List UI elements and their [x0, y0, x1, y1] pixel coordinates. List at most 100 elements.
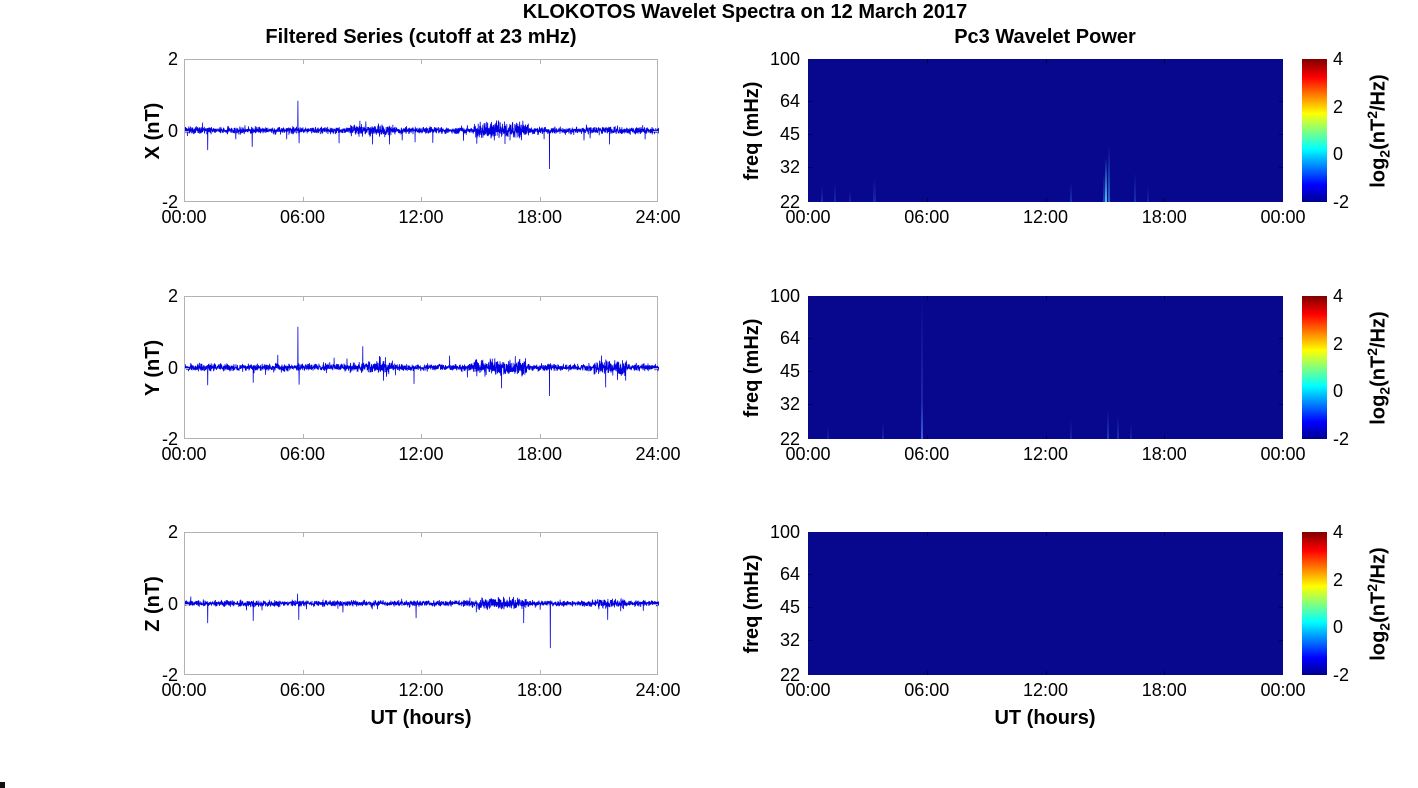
colorbar-tick-label: 2: [1333, 96, 1344, 117]
timeseries-panel-x: [184, 59, 659, 202]
y-tick-label: 2: [167, 522, 178, 542]
x-tick-label: 24:00: [635, 444, 681, 464]
x-tick-mark: [539, 296, 541, 301]
freq-ylabel: freq (mHz): [741, 318, 763, 417]
screen-corner-artifact: [0, 782, 5, 788]
x-tick-mark: [421, 532, 422, 537]
signal-trace-y: [185, 326, 659, 397]
x-tick-mark: [926, 532, 928, 536]
x-tick-label: 12:00: [398, 444, 444, 464]
x-tick-label: 18:00: [1141, 207, 1187, 227]
x-tick-mark: [302, 434, 304, 439]
ylabel-x: X (nT): [142, 102, 164, 159]
y-tick-label: 2: [167, 49, 178, 69]
power-streak: [1104, 158, 1107, 202]
x-tick-mark: [1164, 532, 1166, 536]
power-streak: [1070, 419, 1073, 439]
y-tick-label: -2: [161, 192, 178, 212]
colorbar-tick-label: 0: [1333, 381, 1344, 402]
x-tick-label: 12:00: [398, 680, 444, 700]
x-tick-mark: [1045, 671, 1047, 675]
x-tick-mark: [1045, 532, 1047, 536]
x-tick-mark: [1045, 296, 1047, 300]
x-tick-label: 06:00: [279, 680, 326, 700]
timeseries-panel-y: [184, 296, 659, 439]
x-tick-mark: [421, 434, 422, 439]
x-tick-mark: [539, 532, 541, 537]
freq-tick-label: 32: [779, 629, 800, 650]
y-tick-mark: [808, 607, 812, 609]
colorbar-unit-label: log2(nT2/Hz): [1364, 310, 1393, 425]
freq-tick-label: 45: [779, 597, 800, 618]
x-tick-label: 18:00: [1141, 444, 1187, 464]
freq-tick-label: 100: [769, 522, 800, 542]
colorbar-tick-label: 4: [1333, 49, 1344, 69]
power-streak: [1106, 409, 1109, 439]
freq-ylabel: freq (mHz): [741, 554, 763, 653]
pc3-wavelet-power-title: Pc3 Wavelet Power: [954, 26, 1136, 48]
x-tick-label: 18:00: [516, 680, 563, 700]
x-tick-label: 00:00: [1260, 207, 1306, 227]
y-tick-mark: [184, 130, 189, 132]
x-tick-mark: [539, 434, 541, 439]
y-tick-mark: [808, 403, 812, 405]
signal-trace-x: [185, 100, 659, 170]
figure-title: KLOKOTOS Wavelet Spectra on 12 March 201…: [522, 1, 968, 23]
x-tick-label: 00:00: [1260, 680, 1306, 700]
x-tick-label: 00:00: [161, 680, 207, 700]
y-tick-mark: [653, 367, 658, 369]
colorbar-unit-label: log2(nT2/Hz): [1364, 73, 1393, 188]
y-tick-label: 0: [167, 120, 178, 141]
power-streak: [1147, 186, 1150, 202]
x-tick-label: 18:00: [1141, 680, 1187, 700]
colorbar: [1302, 296, 1327, 439]
x-tick-label: 12:00: [1022, 680, 1069, 700]
y-tick-mark: [808, 338, 812, 340]
x-tick-label: 18:00: [516, 207, 563, 227]
x-tick-label: 00:00: [785, 680, 831, 700]
colorbar-unit-label: log2(nT2/Hz): [1364, 546, 1393, 661]
x-tick-mark: [539, 197, 541, 202]
power-streak: [872, 179, 876, 202]
ylabel-y: Y (nT): [142, 339, 164, 396]
y-tick-mark: [1279, 101, 1283, 103]
y-tick-label: -2: [161, 429, 178, 449]
power-streak: [1116, 416, 1119, 439]
y-tick-mark: [653, 603, 658, 605]
spectrogram-panel-x: [808, 59, 1283, 202]
x-tick-label: 00:00: [161, 207, 207, 227]
freq-tick-label: 32: [779, 393, 800, 414]
y-tick-label: -2: [161, 665, 178, 685]
x-tick-mark: [1045, 435, 1047, 439]
x-tick-label: 24:00: [635, 680, 681, 700]
power-streak: [921, 403, 924, 439]
y-tick-mark: [1279, 639, 1283, 641]
x-tick-label: 06:00: [279, 444, 326, 464]
freq-tick-label: 64: [779, 91, 800, 112]
colorbar-tick-label: 0: [1333, 617, 1344, 638]
x-tick-mark: [539, 670, 541, 675]
colorbar-tick-label: 2: [1333, 569, 1344, 590]
x-tick-mark: [926, 198, 928, 202]
power-streak: [820, 186, 823, 202]
colorbar: [1302, 532, 1327, 675]
power-streak: [1133, 172, 1136, 202]
x-tick-label: 00:00: [1260, 444, 1306, 464]
x-tick-label: 12:00: [1022, 444, 1069, 464]
power-streak: [921, 296, 924, 439]
x-tick-mark: [302, 296, 304, 301]
y-tick-mark: [1279, 134, 1283, 136]
y-tick-mark: [1279, 166, 1283, 168]
y-tick-mark: [1279, 574, 1283, 576]
x-tick-mark: [302, 59, 304, 64]
y-tick-mark: [1279, 403, 1283, 405]
y-tick-mark: [653, 130, 658, 132]
ylabel-z: Z (nT): [142, 575, 164, 632]
spectrogram-panel-y: [808, 296, 1283, 439]
power-streak: [1102, 172, 1105, 202]
spectrogram-panel-z: [808, 532, 1283, 675]
x-tick-label: 12:00: [1022, 207, 1069, 227]
colorbar-tick-label: 0: [1333, 144, 1344, 165]
power-streak: [882, 423, 885, 439]
